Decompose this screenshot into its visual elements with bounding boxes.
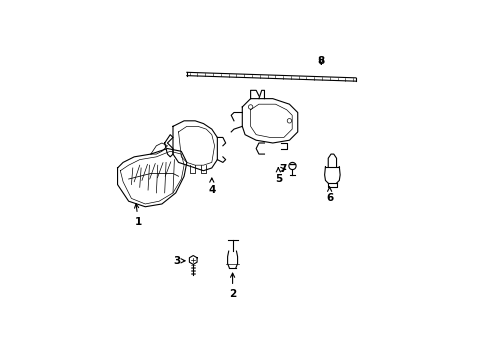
Text: 1: 1 bbox=[134, 204, 142, 227]
Text: 4: 4 bbox=[208, 178, 215, 195]
Text: 3: 3 bbox=[173, 256, 184, 266]
Text: 7: 7 bbox=[278, 164, 285, 174]
Text: 8: 8 bbox=[317, 56, 324, 66]
Text: 2: 2 bbox=[228, 273, 236, 299]
Text: 6: 6 bbox=[325, 187, 332, 203]
Text: 5: 5 bbox=[274, 168, 282, 184]
